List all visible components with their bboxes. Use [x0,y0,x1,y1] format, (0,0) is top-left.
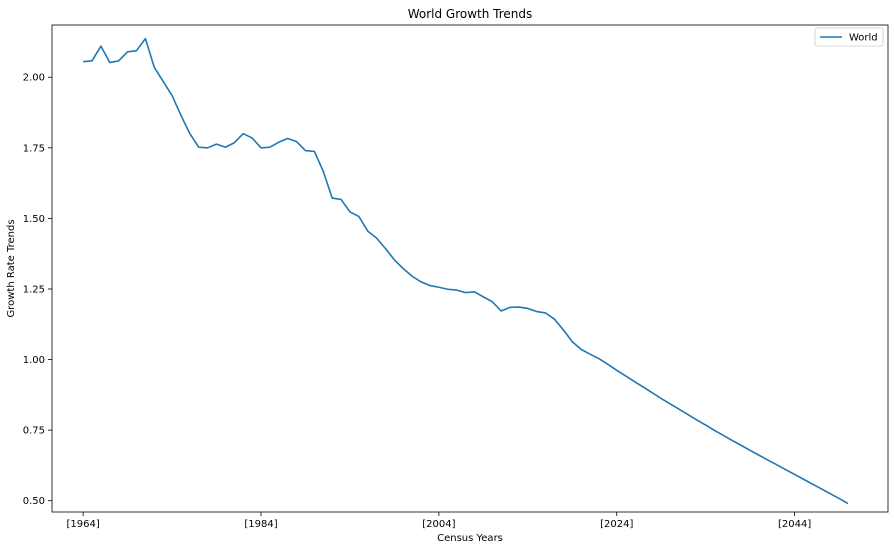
y-tick-label: 0.75 [23,426,45,437]
y-tick-label: 1.75 [23,143,45,154]
y-tick-label: 0.50 [23,496,45,507]
x-tick-label: [2044] [778,519,811,530]
x-tick-label: [2004] [422,519,455,530]
legend-box [814,27,884,47]
y-tick-label: 1.25 [23,284,45,295]
x-axis-label: Census Years [437,533,503,544]
y-tick-label: 2.00 [23,73,45,84]
axes: [1964] [1984] [2004] [2024] [2044] 0.50 0.75 1.… [23,24,889,530]
series-line-world [83,37,849,505]
x-tick-label: [1964] [66,519,99,530]
chart-title: World Growth Trends [408,7,533,21]
y-tick-label: 1.00 [23,355,45,366]
y-tick-label: 1.50 [23,214,45,225]
legend-label: World [849,33,878,44]
legend: World [814,27,884,47]
x-tick-label: [1984] [244,519,277,530]
plot-area [83,37,849,505]
plot-frame [51,24,889,513]
y-axis-label: Growth Rate Trends [6,219,17,317]
x-tick-label: [2024] [600,519,633,530]
